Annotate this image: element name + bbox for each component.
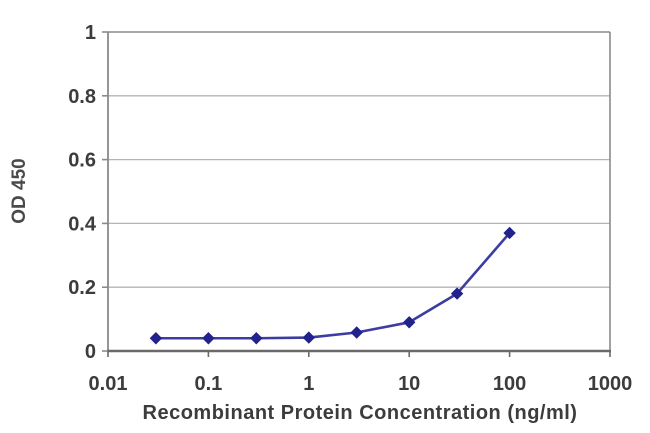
x-axis-title: Recombinant Protein Concentration (ng/ml… xyxy=(142,402,578,424)
data-point-marker xyxy=(503,226,516,240)
data-point-marker xyxy=(302,331,316,344)
y-tick-label: 0 xyxy=(85,341,96,363)
x-tick-label: 10 xyxy=(398,373,420,395)
y-tick-label: 0.2 xyxy=(68,277,96,299)
data-point-marker xyxy=(402,316,416,329)
x-tick-label: 0.01 xyxy=(89,373,128,395)
data-point-marker xyxy=(350,326,363,339)
data-point-marker xyxy=(250,332,263,345)
series-line xyxy=(154,231,511,340)
y-axis-title: OD 450 xyxy=(9,158,30,224)
data-point-marker xyxy=(149,332,163,345)
data-point-marker xyxy=(450,287,464,300)
x-tick-label: 1 xyxy=(303,373,314,395)
data-point-marker xyxy=(202,332,215,345)
x-tick-label: 0.1 xyxy=(194,373,222,395)
y-tick-label: 1 xyxy=(85,22,96,44)
y-tick-label: 0.6 xyxy=(68,150,96,172)
y-tick-label: 0.8 xyxy=(68,86,96,108)
x-tick-label: 100 xyxy=(493,373,526,395)
y-tick-label: 0.4 xyxy=(68,213,97,235)
x-tick-label: 1000 xyxy=(588,373,633,395)
